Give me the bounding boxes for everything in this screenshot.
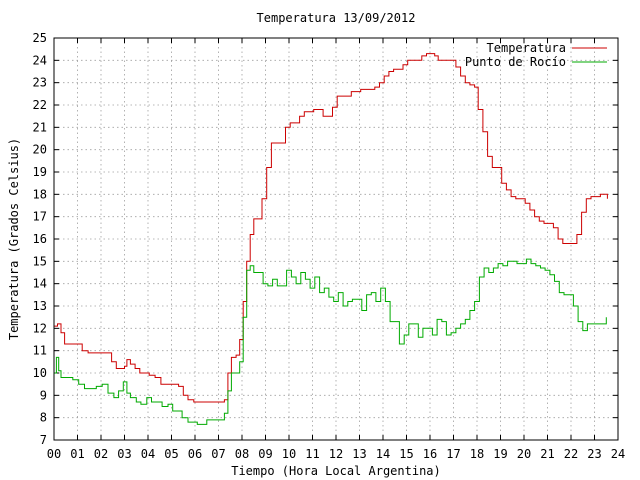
series-lines [54,53,608,425]
y-tick-label: 24 [33,53,47,67]
x-tick-label: 09 [258,447,272,461]
legend: Temperatura Punto de Rocío [465,41,607,69]
grid-lines [54,38,618,440]
y-tick-label: 25 [33,31,47,45]
y-tick-label: 18 [33,187,47,201]
x-tick-label: 02 [94,447,108,461]
y-tick-label: 9 [40,388,47,402]
x-tick-label: 16 [423,447,437,461]
x-axis-label: Tiempo (Hora Local Argentina) [231,464,441,478]
x-tick-label: 21 [540,447,554,461]
y-tick-label: 15 [33,254,47,268]
x-tick-label: 15 [399,447,413,461]
y-tick-label: 13 [33,299,47,313]
x-tick-label: 17 [446,447,460,461]
x-tick-label: 03 [117,447,131,461]
x-tick-label: 23 [587,447,601,461]
x-tick-label: 14 [376,447,390,461]
y-tick-label: 7 [40,433,47,447]
x-tick-label: 05 [164,447,178,461]
y-tick-label: 8 [40,411,47,425]
y-tick-label: 20 [33,143,47,157]
legend-item-temperatura: Temperatura [487,41,607,55]
y-tick-label: 22 [33,98,47,112]
series-line-temperatura [54,53,608,403]
plot-frame [53,37,619,441]
y-tick-label: 11 [33,344,47,358]
x-tick-label: 06 [188,447,202,461]
x-tick-label: 00 [47,447,61,461]
x-tick-label: 01 [70,447,84,461]
y-tick-label: 14 [33,277,47,291]
legend-item-punto-de-rocio: Punto de Rocío [465,55,607,69]
chart-title: Temperatura 13/09/2012 [257,11,416,25]
x-tick-label: 11 [305,447,319,461]
y-tick-label: 21 [33,120,47,134]
x-tick-label: 24 [611,447,625,461]
x-tick-label: 20 [517,447,531,461]
x-tick-label: 22 [564,447,578,461]
y-axis-label: Temperatura (Grados Celsius) [7,138,21,340]
axes: 7 8 9 10 11 12 13 14 15 16 17 18 19 20 21 22 23 24 25 00 01 0… [33,31,626,461]
x-tick-label: 10 [282,447,296,461]
x-tick-label: 07 [211,447,225,461]
y-tick-label: 17 [33,210,47,224]
y-tick-label: 16 [33,232,47,246]
y-tick-label: 10 [33,366,47,380]
legend-label-temperatura: Temperatura [487,41,566,55]
x-tick-label: 08 [235,447,249,461]
x-tick-label: 19 [493,447,507,461]
series-line-punto-de-rocio [54,258,607,425]
x-tick-label: 04 [141,447,155,461]
y-tick-label: 19 [33,165,47,179]
y-tick-label: 23 [33,76,47,90]
y-tick-label: 12 [33,321,47,335]
x-tick-label: 18 [470,447,484,461]
x-tick-label: 13 [352,447,366,461]
legend-label-punto-de-rocio: Punto de Rocío [465,55,566,69]
x-tick-label: 12 [329,447,343,461]
